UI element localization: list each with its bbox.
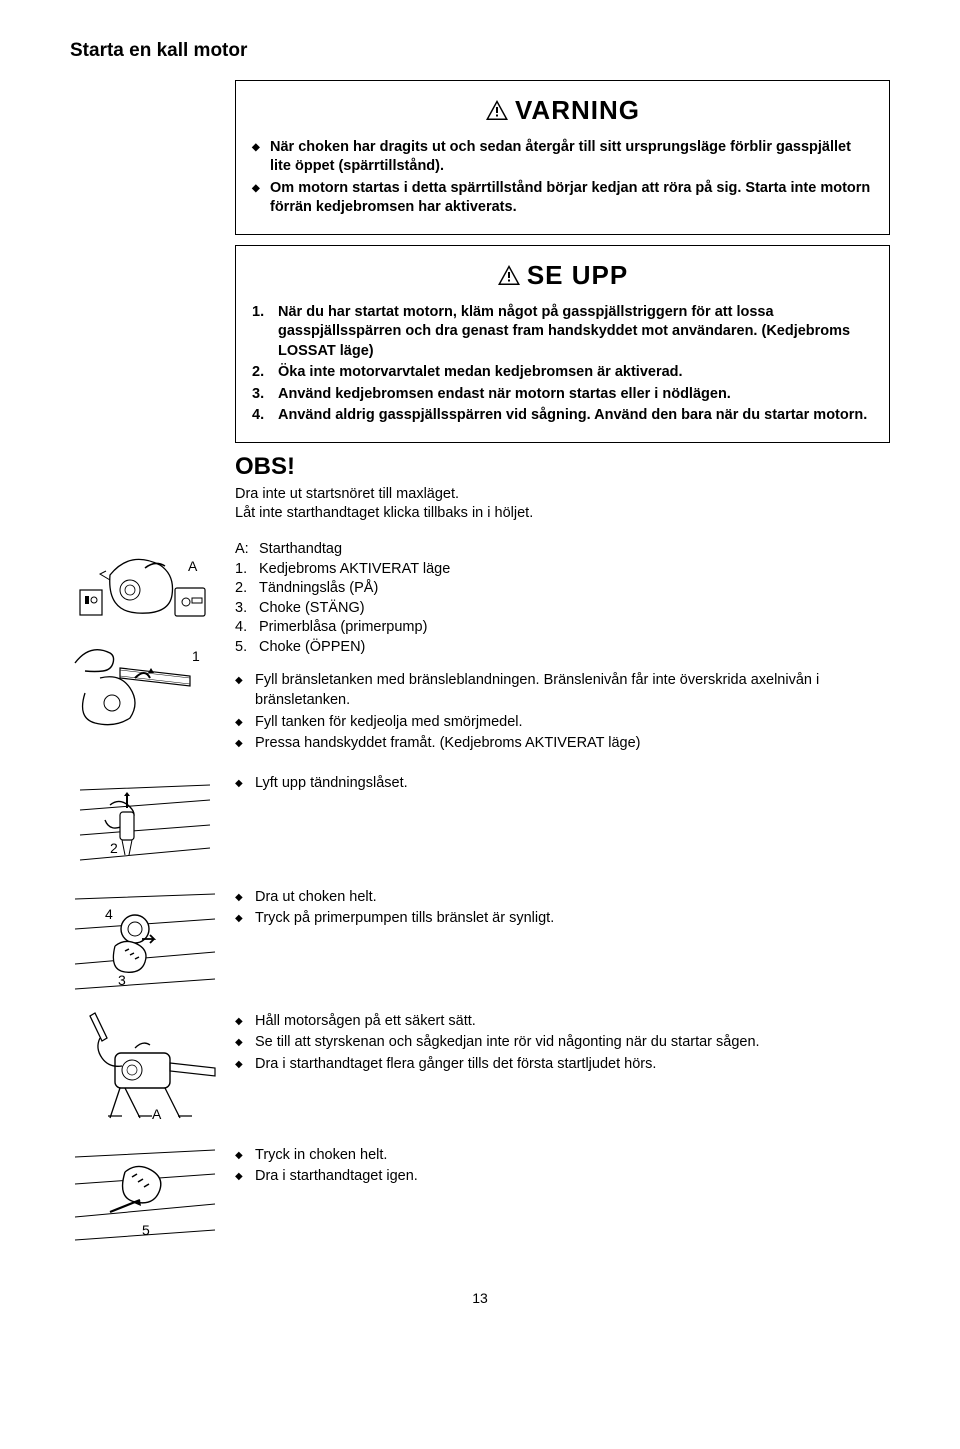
legend-list: A: Starthandtag 1. Kedjebroms AKTIVERAT lä…	[235, 540, 890, 657]
illus-label-4: 4	[105, 906, 113, 922]
step-text-3: Dra ut choken helt. Tryck på primerpumpe…	[235, 884, 890, 945]
legend-label: Choke (ÖPPEN)	[259, 639, 365, 655]
illus-label-5: 5	[142, 1222, 150, 1238]
caution-item-text: Använd aldrig gasspjällsspärren vid sågn…	[278, 407, 867, 423]
legend-key: 1.	[235, 560, 247, 580]
illus-handguard: 1	[70, 633, 220, 733]
warning-list: När choken har dragits ut och sedan åter…	[252, 138, 873, 218]
steps-group-2: Lyft upp tändningslåset.	[235, 774, 890, 794]
step-block-4: A Håll motorsågen på ett säkert sätt. Se…	[70, 1008, 890, 1136]
step-item: Tryck in choken helt.	[235, 1146, 890, 1166]
caution-title: SE UPP	[527, 260, 628, 290]
step-item: Pressa handskyddet framåt. (Kedjebroms A…	[235, 734, 890, 754]
legend-text-col: A: Starthandtag 1. Kedjebroms AKTIVERAT lä…	[235, 540, 890, 770]
steps-group-3: Dra ut choken helt. Tryck på primerpumpe…	[235, 888, 890, 929]
step-block-3: 4 3 Dra ut choken helt. Tryck på primerp…	[70, 884, 890, 1002]
legend-key: A:	[235, 540, 249, 560]
caution-item: 1. När du har startat motorn, kläm något …	[252, 303, 873, 362]
step-text-5: Tryck in choken helt. Dra i starthandtag…	[235, 1142, 890, 1203]
legend-key: 4.	[235, 618, 247, 638]
illus-column: A 1	[70, 540, 235, 741]
caution-item: 2. Öka inte motorvarvtalet medan kedjebro…	[252, 363, 873, 383]
legend-label: Tändningslås (PÅ)	[259, 580, 378, 596]
note-line: Låt inte starthandtaget klicka tillbaks …	[235, 504, 890, 524]
legend-item: A: Starthandtag	[235, 540, 890, 560]
caution-item-text: När du har startat motorn, kläm något på…	[278, 304, 850, 359]
step-item: Se till att styrskenan och sågkedjan int…	[235, 1033, 890, 1053]
illus-label-A: A	[188, 558, 197, 574]
step-item: Lyft upp tändningslåset.	[235, 774, 890, 794]
caution-item-num: 4.	[252, 406, 264, 426]
illus-hold-chainsaw: A	[70, 1008, 220, 1128]
step-item: Dra ut choken helt.	[235, 888, 890, 908]
legend-item: 2. Tändningslås (PÅ)	[235, 579, 890, 599]
step-text-2: Lyft upp tändningslåset.	[235, 770, 890, 810]
legend-item: 1. Kedjebroms AKTIVERAT läge	[235, 560, 890, 580]
warning-box: VARNING När choken har dragits ut och se…	[235, 80, 890, 235]
caution-title-row: SE UPP	[252, 260, 873, 293]
section-title: Starta en kall motor	[70, 40, 890, 62]
illus-choke-primer: 4 3	[70, 884, 220, 994]
page: Starta en kall motor VARNING När choken …	[0, 0, 960, 1346]
warning-title: VARNING	[515, 95, 640, 125]
legend-label: Starthandtag	[259, 541, 342, 557]
illus-label-2: 2	[110, 840, 118, 856]
step-illus-5: 5	[70, 1142, 235, 1250]
steps-group-1: Fyll bränsletanken med bränsleblandninge…	[235, 671, 890, 753]
step-illus-2: 2	[70, 770, 235, 878]
illus-choke-in: 5	[70, 1142, 220, 1242]
step-illus-3: 4 3	[70, 884, 235, 1002]
steps-group-5: Tryck in choken helt. Dra i starthandtag…	[235, 1146, 890, 1187]
step-block-5: 5 Tryck in choken helt. Dra i starthandt…	[70, 1142, 890, 1250]
note-block: OBS! Dra inte ut startsnöret till maxläg…	[235, 453, 890, 524]
caution-item-text: Använd kedjebromsen endast när motorn st…	[278, 386, 731, 402]
legend-item: 4. Primerblåsa (primerpump)	[235, 618, 890, 638]
caution-item: 3. Använd kedjebromsen endast när motorn …	[252, 385, 873, 405]
step-item: Dra i starthandtaget flera gånger tills …	[235, 1055, 890, 1075]
legend-label: Choke (STÄNG)	[259, 600, 365, 616]
legend-key: 3.	[235, 599, 247, 619]
caution-item-text: Öka inte motorvarvtalet medan kedjebroms…	[278, 364, 683, 380]
caution-item-num: 1.	[252, 303, 264, 323]
legend-label: Kedjebroms AKTIVERAT läge	[259, 561, 450, 577]
illus-label-A2: A	[152, 1106, 161, 1122]
page-number: 13	[70, 1290, 890, 1306]
caution-box: SE UPP 1. När du har startat motorn, kläm…	[235, 245, 890, 443]
step-item: Håll motorsågen på ett säkert sätt.	[235, 1012, 890, 1032]
step-item: Dra i starthandtaget igen.	[235, 1167, 890, 1187]
caution-item-num: 2.	[252, 363, 264, 383]
legend-key: 2.	[235, 579, 247, 599]
note-title: OBS!	[235, 453, 890, 481]
step-item: Tryck på primerpumpen tills bränslet är …	[235, 909, 890, 929]
illus-label-3: 3	[118, 972, 126, 988]
legend-key: 5.	[235, 638, 247, 658]
legend-item: 3. Choke (STÄNG)	[235, 599, 890, 619]
caution-item-num: 3.	[252, 385, 264, 405]
step-item: Fyll tanken för kedjeolja med smörjmedel…	[235, 713, 890, 733]
warning-triangle-icon	[485, 97, 509, 128]
legend-row: A 1 A:Starthandtag 1.Kedjebroms AK	[70, 540, 890, 770]
step-text-4: Håll motorsågen på ett säkert sätt. Se t…	[235, 1008, 890, 1091]
caution-list: 1. När du har startat motorn, kläm något …	[252, 303, 873, 426]
warning-item: När choken har dragits ut och sedan åter…	[252, 138, 873, 177]
step-item: Fyll bränsletanken med bränsleblandninge…	[235, 671, 890, 710]
caution-item: 4. Använd aldrig gasspjällsspärren vid så…	[252, 406, 873, 426]
legend-item: 5. Choke (ÖPPEN)	[235, 638, 890, 658]
illus-chainsaw-fuel: A	[70, 540, 220, 625]
steps-group-4: Håll motorsågen på ett säkert sätt. Se t…	[235, 1012, 890, 1075]
warning-item: Om motorn startas i detta spärrtillstånd…	[252, 179, 873, 218]
step-block-2: 2 Lyft upp tändningslåset.	[70, 770, 890, 878]
caution-triangle-icon	[497, 262, 521, 293]
note-text: Dra inte ut startsnöret till maxläget. L…	[235, 485, 890, 524]
note-line: Dra inte ut startsnöret till maxläget.	[235, 485, 890, 505]
legend-label: Primerblåsa (primerpump)	[259, 619, 427, 635]
step-illus-4: A	[70, 1008, 235, 1136]
warning-title-row: VARNING	[252, 95, 873, 128]
illus-label-1: 1	[192, 648, 200, 664]
illus-ignition: 2	[70, 770, 220, 870]
